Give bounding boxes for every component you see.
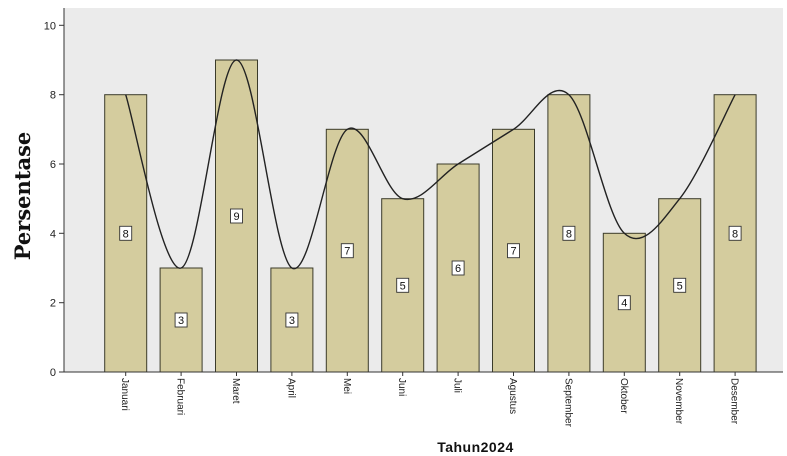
data-label-value: 9 <box>233 211 239 223</box>
data-label-value: 7 <box>344 246 350 258</box>
x-tick-label-mei: Mei <box>341 378 352 394</box>
x-axis-title: Tahun2024 <box>437 439 514 455</box>
data-label-value: 4 <box>621 298 627 310</box>
data-label-value: 5 <box>677 280 683 292</box>
x-tick-label-februari: Februari <box>175 378 186 415</box>
x-tick-label-oktober: Oktober <box>618 378 629 414</box>
data-label-juli: 6 <box>451 260 465 276</box>
x-axis-ticks: Januari Februari Maret April Mei Juni Juli Agus… <box>119 372 740 428</box>
data-label-box <box>396 277 410 293</box>
data-label-box <box>174 312 188 328</box>
data-label-november: 5 <box>673 277 687 293</box>
data-label-value: 8 <box>732 228 738 240</box>
data-label-box <box>285 312 299 328</box>
data-label-value: 8 <box>123 228 129 240</box>
data-label-box <box>451 260 465 276</box>
y-axis-title: Persentase <box>10 132 35 261</box>
y-tick-label: 2 <box>50 298 56 310</box>
y-tick-label: 6 <box>50 159 56 171</box>
data-label-value: 7 <box>510 246 516 258</box>
data-label-value: 3 <box>178 315 184 327</box>
data-label-value: 3 <box>289 315 295 327</box>
data-label-januari: 8 <box>119 225 133 241</box>
x-tick-label-juli: Juli <box>452 378 463 393</box>
x-tick-label-desember: Desember <box>729 378 740 425</box>
data-label-box <box>340 243 354 259</box>
trend-line <box>125 59 736 269</box>
data-label-value: 6 <box>455 263 461 275</box>
x-tick-label-januari: Januari <box>119 378 130 411</box>
y-tick-label: 0 <box>50 367 56 379</box>
data-label-box <box>119 225 133 241</box>
x-tick-label-november: November <box>673 378 684 425</box>
data-label-oktober: 4 <box>617 295 631 311</box>
data-label-box <box>673 277 687 293</box>
x-tick-label-maret: Maret <box>230 378 241 404</box>
data-label-box <box>507 243 520 259</box>
x-tick-label-april: April <box>285 378 296 398</box>
data-labels-group: 8 3 9 3 7 5 6 7 8 4 5 8 <box>119 208 742 328</box>
data-label-value: 8 <box>566 228 572 240</box>
data-label-mei: 7 <box>340 243 354 259</box>
data-label-februari: 3 <box>174 312 188 328</box>
data-label-april: 3 <box>285 312 299 328</box>
data-label-desember: 8 <box>728 225 742 241</box>
y-tick-label: 10 <box>44 20 56 32</box>
x-tick-label-agustus: Agustus <box>507 378 518 414</box>
y-tick-label: 4 <box>50 228 56 240</box>
data-label-september: 8 <box>562 225 576 241</box>
data-label-maret: 9 <box>230 208 243 224</box>
data-label-value: 5 <box>400 280 406 292</box>
data-label-juni: 5 <box>396 277 410 293</box>
y-tick-label: 8 <box>50 90 56 102</box>
x-tick-label-september: September <box>562 378 573 428</box>
x-tick-label-juni: Juni <box>396 378 407 396</box>
data-label-box <box>617 295 631 311</box>
data-label-box <box>728 225 742 241</box>
data-label-agustus: 7 <box>507 243 520 259</box>
y-axis-ticks: 0 2 4 6 8 10 <box>44 20 64 379</box>
data-label-box <box>562 225 576 241</box>
data-label-box <box>230 208 243 224</box>
